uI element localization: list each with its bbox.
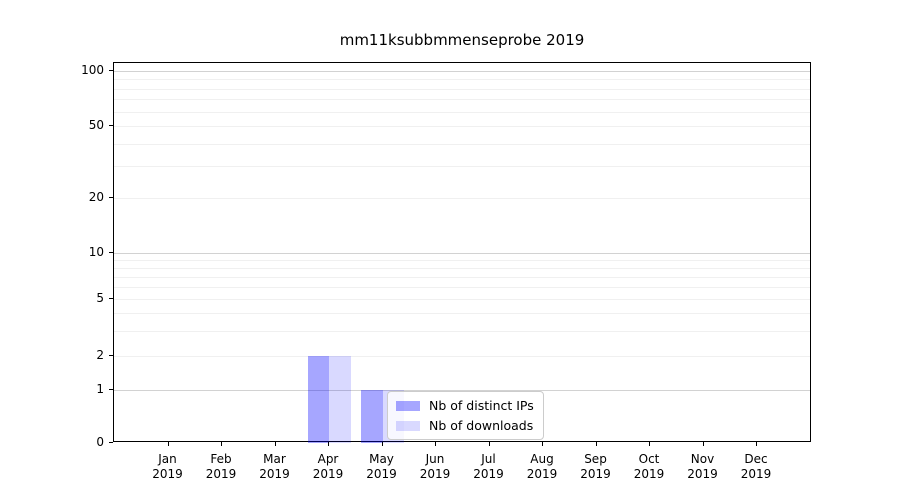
x-tick-mark (649, 442, 650, 446)
y-tick-mark (109, 70, 113, 71)
year-label: 2019 (312, 467, 344, 481)
bar (329, 356, 351, 443)
major-gridline (114, 253, 810, 254)
bar (361, 390, 383, 443)
year-label: 2019 (687, 467, 718, 481)
y-tick-mark (109, 125, 113, 126)
y-tick-label: 5 (96, 291, 104, 305)
month-label: Sep (584, 452, 607, 466)
x-tick-mark (381, 442, 383, 446)
legend-item: Nb of distinct IPs (396, 399, 535, 412)
x-tick-label: Jun 2019 (408, 452, 462, 482)
year-label: 2019 (633, 467, 665, 481)
month-label: Oct (638, 452, 660, 466)
major-gridline (114, 71, 810, 72)
legend: Nb of distinct IPs Nb of downloads (387, 391, 544, 440)
x-tick-mark (435, 442, 436, 446)
legend-label: Nb of distinct IPs (429, 398, 534, 413)
year-label: 2019 (419, 467, 451, 481)
x-tick-label: Jul 2019 (462, 452, 516, 482)
minor-gridline (114, 330, 810, 332)
year-label: 2019 (366, 467, 397, 481)
month-label: Aug (530, 452, 554, 466)
year-label: 2019 (259, 467, 290, 481)
minor-gridline (114, 79, 810, 81)
downloads-swatch (396, 420, 420, 431)
y-tick-label: 0 (96, 435, 104, 449)
legend-label: Nb of downloads (429, 418, 534, 433)
y-tick-mark (109, 197, 113, 198)
year-label: 2019 (526, 467, 558, 481)
y-tick-mark (109, 252, 113, 253)
month-label: Jan (158, 452, 177, 466)
year-label: 2019 (205, 467, 237, 481)
year-label: 2019 (740, 467, 772, 481)
x-tick-label: Nov 2019 (676, 452, 730, 482)
minor-gridline (114, 166, 810, 168)
minor-gridline (114, 111, 810, 113)
month-label: Jul (481, 452, 496, 466)
month-label: Dec (744, 452, 768, 466)
x-tick-mark (488, 442, 490, 446)
x-tick-mark (756, 442, 757, 446)
x-tick-mark (702, 442, 704, 446)
minor-gridline (114, 356, 810, 357)
x-tick-label: Mar 2019 (248, 452, 302, 482)
x-tick-label: Oct 2019 (622, 452, 676, 482)
minor-gridline (114, 88, 810, 90)
bar (307, 356, 329, 443)
x-tick-label: Aug 2019 (515, 452, 569, 482)
month-label: Mar (263, 452, 286, 466)
minor-gridline (114, 198, 810, 199)
y-tick-mark (109, 298, 113, 299)
x-tick-mark (542, 442, 543, 446)
legend-item: Nb of downloads (396, 419, 535, 432)
minor-gridline (114, 312, 810, 314)
x-tick-label: Dec 2019 (729, 452, 783, 482)
month-label: Nov (690, 452, 715, 466)
minor-gridline (114, 259, 810, 261)
minor-gridline (114, 267, 810, 269)
chart-title: mm11ksubbmmenseprobe 2019 (339, 31, 585, 49)
x-tick-label: Sep 2019 (569, 452, 623, 482)
major-gridline (114, 390, 810, 391)
minor-gridline (114, 126, 810, 127)
y-tick-mark (109, 442, 113, 443)
y-tick-label: 10 (88, 245, 104, 259)
year-label: 2019 (152, 467, 183, 481)
x-tick-mark (167, 442, 169, 446)
minor-gridline (114, 299, 810, 300)
y-tick-label: 1 (96, 382, 104, 396)
distinct-ips-swatch (396, 400, 420, 411)
x-tick-label: Jan 2019 (141, 452, 195, 482)
y-tick-label: 50 (88, 118, 104, 132)
y-tick-mark (109, 355, 113, 356)
month-label: Feb (210, 452, 232, 466)
y-tick-label: 100 (81, 63, 104, 77)
minor-gridline (114, 276, 810, 278)
month-label: Apr (317, 452, 339, 466)
y-tick-label: 20 (88, 190, 104, 204)
x-tick-label: Apr 2019 (301, 452, 355, 482)
x-tick-mark (328, 442, 329, 446)
minor-gridline (114, 99, 810, 101)
y-tick-mark (109, 389, 113, 390)
plot-area (113, 62, 811, 443)
x-tick-mark (221, 442, 222, 446)
x-tick-label: May 2019 (355, 452, 409, 482)
year-label: 2019 (580, 467, 611, 481)
y-tick-label: 2 (96, 348, 104, 362)
x-tick-label: Feb 2019 (194, 452, 248, 482)
x-tick-mark (595, 442, 597, 446)
month-label: May (369, 452, 394, 466)
minor-gridline (114, 286, 810, 288)
month-label: Jun (425, 452, 445, 466)
minor-gridline (114, 143, 810, 145)
x-tick-mark (274, 442, 276, 446)
year-label: 2019 (473, 467, 504, 481)
